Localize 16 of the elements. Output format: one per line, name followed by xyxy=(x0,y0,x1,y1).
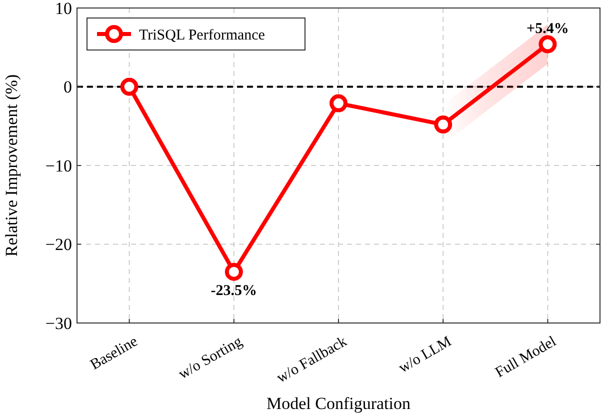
point xyxy=(120,78,138,96)
y-tick-label: −30 xyxy=(45,314,72,333)
y-tick-label: 10 xyxy=(55,0,72,18)
legend-label: TriSQL Performance xyxy=(139,27,266,44)
y-tick-label: 0 xyxy=(64,78,72,97)
point xyxy=(330,94,348,112)
data-label: -23.5% xyxy=(210,282,258,299)
point xyxy=(224,262,243,281)
y-tick-label: −10 xyxy=(45,156,72,176)
y-axis-title: Relative Improvement (%) xyxy=(2,74,21,257)
point xyxy=(538,35,557,54)
x-axis-title: Model Configuration xyxy=(266,394,411,413)
data-label: +5.4% xyxy=(526,21,569,38)
point xyxy=(434,116,452,134)
y-tick-label: −20 xyxy=(45,235,72,254)
x-tick-label: w/o LLM xyxy=(396,334,454,377)
